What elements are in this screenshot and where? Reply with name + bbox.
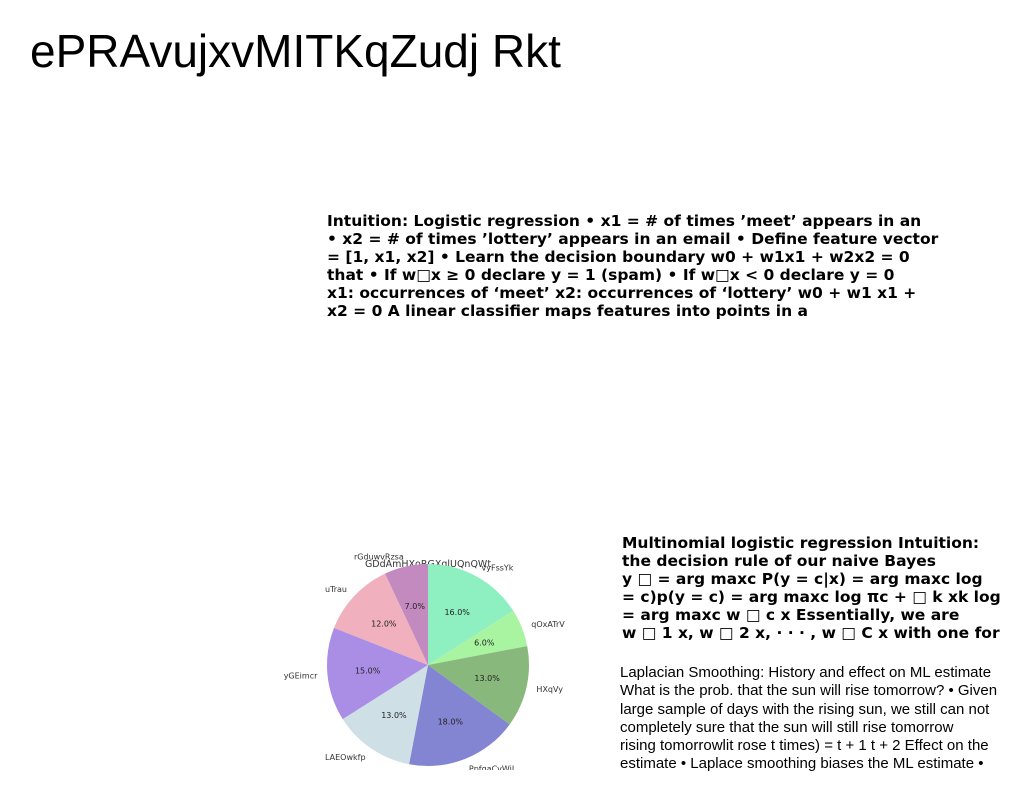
slice-percent-label: 13.0% bbox=[381, 711, 407, 720]
text-line: • x2 = # of times ’lottery’ appears in a… bbox=[327, 230, 939, 248]
slice-percent-label: 12.0% bbox=[371, 620, 397, 629]
slice-category-label: qOxATrV bbox=[531, 620, 565, 629]
slice-category-label: rGduwvRzsa bbox=[354, 553, 404, 562]
text-line: x1: occurrences of ‘meet’ x2: occurrence… bbox=[327, 284, 917, 302]
pie-slice bbox=[384, 564, 428, 665]
slice-category-label: yGEimcr bbox=[284, 671, 318, 680]
laplacian-smoothing-text: Laplacian Smoothing: History and effect … bbox=[620, 664, 997, 774]
text-line: Multinomial logistic regression Intuitio… bbox=[622, 534, 980, 552]
slice-category-label: vyFssYk bbox=[482, 564, 514, 573]
text-line: Laplacian Smoothing: History and effect … bbox=[620, 664, 992, 681]
pie-slice bbox=[327, 627, 428, 720]
logistic-regression-text: Intuition: Logistic regression • x1 = # … bbox=[327, 212, 938, 320]
pie-slices bbox=[327, 564, 529, 766]
text-line: completely sure that the sun will still … bbox=[620, 718, 954, 736]
slice-percent-label: 18.0% bbox=[438, 717, 464, 726]
slice-category-label: PpfgaCvWiL bbox=[469, 764, 517, 770]
slice-percent-label: 15.0% bbox=[355, 667, 381, 676]
text-line: Intuition: Logistic regression • x1 = # … bbox=[327, 212, 922, 230]
pie-slice bbox=[409, 665, 510, 766]
pie-slice bbox=[428, 610, 528, 665]
pie-slice bbox=[334, 573, 428, 665]
text-line: What is the prob. that the sun will rise… bbox=[620, 682, 998, 700]
slice-percent-label: 6.0% bbox=[474, 639, 495, 648]
pie-slice bbox=[428, 564, 514, 665]
pie-labels: 16.0% vyFssYk 6.0% qOxATrV 13.0% HXqVy 18.0% Pp… bbox=[284, 553, 566, 770]
text-line: y □ = arg maxc P(y = c|x) = arg maxc log bbox=[622, 570, 983, 588]
pie-slice bbox=[342, 665, 428, 765]
text-line: the decision rule of our naive Bayes bbox=[622, 552, 936, 570]
slide-title: ePRAvujxvMITKqZudj Rkt bbox=[30, 25, 561, 77]
slice-percent-label: 7.0% bbox=[405, 602, 426, 611]
text-line: large sample of days with the rising sun… bbox=[620, 700, 990, 718]
pie-chart: GDdAmHXoRGXqlUQnQWt 16.0%vyFssYk6.0%qOxA… bbox=[284, 553, 566, 770]
text-line: = c)p(y = c) = arg maxc log πc + □ k xk … bbox=[622, 588, 1001, 606]
multinomial-regression-text: Multinomial logistic regression Intuitio… bbox=[622, 534, 1001, 642]
text-line: x2 = 0 A linear classifier maps features… bbox=[327, 302, 808, 320]
slice-percent-label: 13.0% bbox=[474, 674, 500, 683]
text-line: that • If w□x ≥ 0 declare y = 1 (spam) •… bbox=[327, 266, 895, 284]
text-line: estimate • Laplace smoothing biases the … bbox=[620, 755, 984, 773]
slice-category-label: LAEOwkfp bbox=[325, 753, 366, 762]
slice-percent-label: 16.0% bbox=[444, 608, 470, 617]
slice-category-label: uTrau bbox=[325, 585, 347, 594]
text-line: rising tomorrowlit rose t times) = t + 1… bbox=[620, 737, 989, 755]
text-line: w □ 1 x, w □ 2 x, · · · , w □ C x with o… bbox=[622, 624, 1000, 642]
text-line: = arg maxc w □ c x Essentially, we are bbox=[622, 606, 960, 624]
slice-category-label: HXqVy bbox=[536, 685, 563, 694]
text-line: = [1, x1, x2] • Learn the decision bound… bbox=[327, 248, 910, 266]
pie-slice bbox=[428, 646, 529, 725]
